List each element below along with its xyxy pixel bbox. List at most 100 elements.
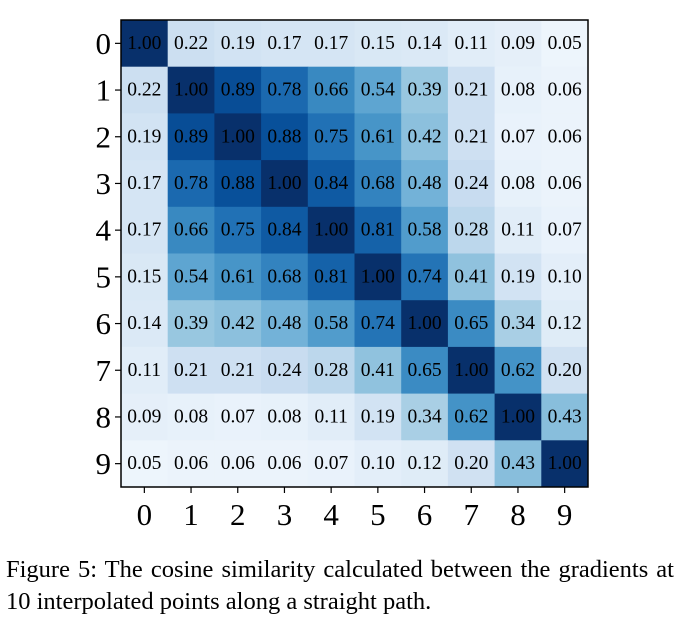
heatmap-cell [307, 346, 355, 395]
heatmap-cell [494, 66, 542, 114]
heatmap-cell [121, 20, 169, 68]
heatmap-cell [261, 113, 309, 161]
cell-value-label: 0.05 [548, 33, 582, 54]
heatmap-cell [494, 393, 542, 441]
cell-value-label: 0.62 [454, 406, 488, 427]
cell-value-label: 0.34 [501, 313, 535, 334]
heatmap-cell [541, 113, 589, 161]
y-tick-label: 3 [96, 166, 112, 201]
heatmap-cell [261, 253, 309, 301]
figure-caption: Figure 5: The cosine similarity calculat… [6, 556, 674, 615]
heatmap-cell [447, 440, 496, 488]
cell-value-label: 0.11 [501, 220, 534, 241]
heatmap-cell [541, 253, 589, 301]
x-tick-label: 2 [230, 497, 246, 532]
cell-value-label: 0.06 [174, 453, 208, 474]
heatmap-cells [121, 20, 589, 488]
cell-value-label: 0.34 [407, 406, 441, 427]
cell-value-label: 0.28 [454, 220, 488, 241]
heatmap-cell [401, 66, 449, 114]
cell-value-label: 0.06 [548, 126, 582, 147]
cell-value-label: 0.74 [361, 313, 395, 334]
cell-value-label: 0.84 [314, 173, 348, 194]
heatmap-cell [447, 20, 496, 68]
cell-value-label: 0.19 [221, 33, 255, 54]
cell-value-label: 0.17 [314, 33, 348, 54]
x-tick-label: 0 [137, 497, 153, 532]
heatmap-cell [494, 20, 542, 68]
cell-value-label: 0.62 [501, 360, 535, 381]
cell-value-label: 0.89 [174, 126, 208, 147]
cell-value-label: 0.08 [267, 406, 301, 427]
cell-value-label: 0.39 [174, 313, 208, 334]
x-tick-label: 1 [183, 497, 199, 532]
y-axis-ticks: 0 1 2 3 4 5 6 7 8 9 [96, 26, 121, 481]
heatmap-cell [121, 346, 169, 395]
cell-value-label: 0.21 [174, 360, 208, 381]
cell-value-label: 0.15 [127, 266, 161, 287]
heatmap-cell [261, 393, 309, 441]
heatmap-cell [261, 66, 309, 114]
cell-value-label: 0.17 [127, 220, 161, 241]
cell-value-label: 0.65 [407, 360, 441, 381]
heatmap-cell [121, 300, 169, 348]
y-tick-label: 0 [96, 26, 112, 61]
cell-value-label: 0.10 [548, 266, 582, 287]
cell-value-label: 0.15 [361, 33, 395, 54]
cell-value-label: 0.74 [407, 266, 441, 287]
heatmap-cell [494, 346, 542, 395]
cell-value-label: 0.06 [221, 453, 255, 474]
cell-value-label: 0.78 [174, 173, 208, 194]
y-tick-label: 6 [96, 306, 112, 341]
heatmap-cell [401, 206, 449, 254]
heatmap-cell [261, 346, 309, 395]
cell-value-label: 0.61 [361, 126, 395, 147]
heatmap-cell [214, 253, 262, 301]
heatmap-cell [214, 346, 262, 395]
heatmap-cell [541, 346, 589, 395]
cell-value-label: 1.00 [501, 406, 535, 427]
cell-value-label: 0.08 [174, 406, 208, 427]
cell-value-label: 0.07 [314, 453, 348, 474]
heatmap-cell [167, 393, 215, 441]
cell-value-label: 0.19 [127, 126, 161, 147]
heatmap-cell [214, 440, 262, 488]
cell-value-label: 0.54 [174, 266, 208, 287]
cell-value-label: 0.78 [267, 80, 301, 101]
cell-value-label: 0.58 [314, 313, 348, 334]
cell-value-label: 1.00 [127, 33, 161, 54]
x-tick-label: 9 [557, 497, 573, 532]
cell-value-label: 0.22 [127, 80, 161, 101]
heatmap-cell [494, 253, 542, 301]
heatmap-cell [121, 206, 169, 254]
heatmap-cell [354, 160, 402, 208]
heatmap-cell [401, 20, 449, 68]
cell-value-label: 0.41 [454, 266, 488, 287]
heatmap-cell [354, 113, 402, 161]
cell-value-label: 0.06 [267, 453, 301, 474]
heatmap-cell [354, 393, 402, 441]
cell-value-label: 0.08 [501, 173, 535, 194]
heatmap-chart: 1.00 0.22 0.19 0.17 0.17 0.15 0.14 0.11 0.09 0.05… [96, 19, 589, 532]
heatmap-cell [167, 206, 215, 254]
heatmap-cell [447, 113, 496, 161]
heatmap-cell [307, 20, 355, 68]
cell-value-label: 0.20 [454, 453, 488, 474]
heatmap-cell [214, 300, 262, 348]
heatmap-cell [167, 300, 215, 348]
heatmap-cell [494, 206, 542, 254]
x-tick-label: 8 [510, 497, 526, 532]
cell-value-label: 0.07 [221, 406, 255, 427]
heatmap-cell [167, 66, 215, 114]
heatmap-cell [354, 66, 402, 114]
heatmap-cell [261, 300, 309, 348]
cell-value-label: 0.11 [128, 360, 161, 381]
heatmap-cell [354, 346, 402, 395]
cell-value-label: 0.42 [221, 313, 255, 334]
cell-value-label: 0.75 [314, 126, 348, 147]
heatmap-cell [541, 160, 589, 208]
heatmap-cell [307, 206, 355, 254]
cell-value-label: 0.19 [501, 266, 535, 287]
cell-value-label: 0.89 [221, 80, 255, 101]
cell-value-label: 1.00 [174, 80, 208, 101]
